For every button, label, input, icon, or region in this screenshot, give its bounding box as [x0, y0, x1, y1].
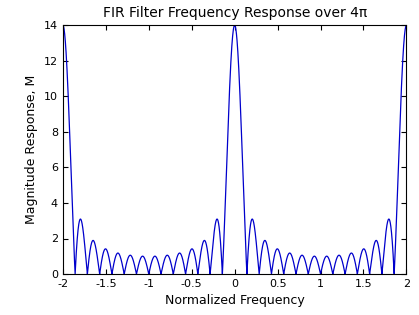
Y-axis label: Magnitude Response, M: Magnitude Response, M	[25, 75, 38, 224]
X-axis label: Normalized Frequency: Normalized Frequency	[165, 295, 305, 307]
Title: FIR Filter Frequency Response over 4π: FIR Filter Frequency Response over 4π	[103, 6, 367, 20]
